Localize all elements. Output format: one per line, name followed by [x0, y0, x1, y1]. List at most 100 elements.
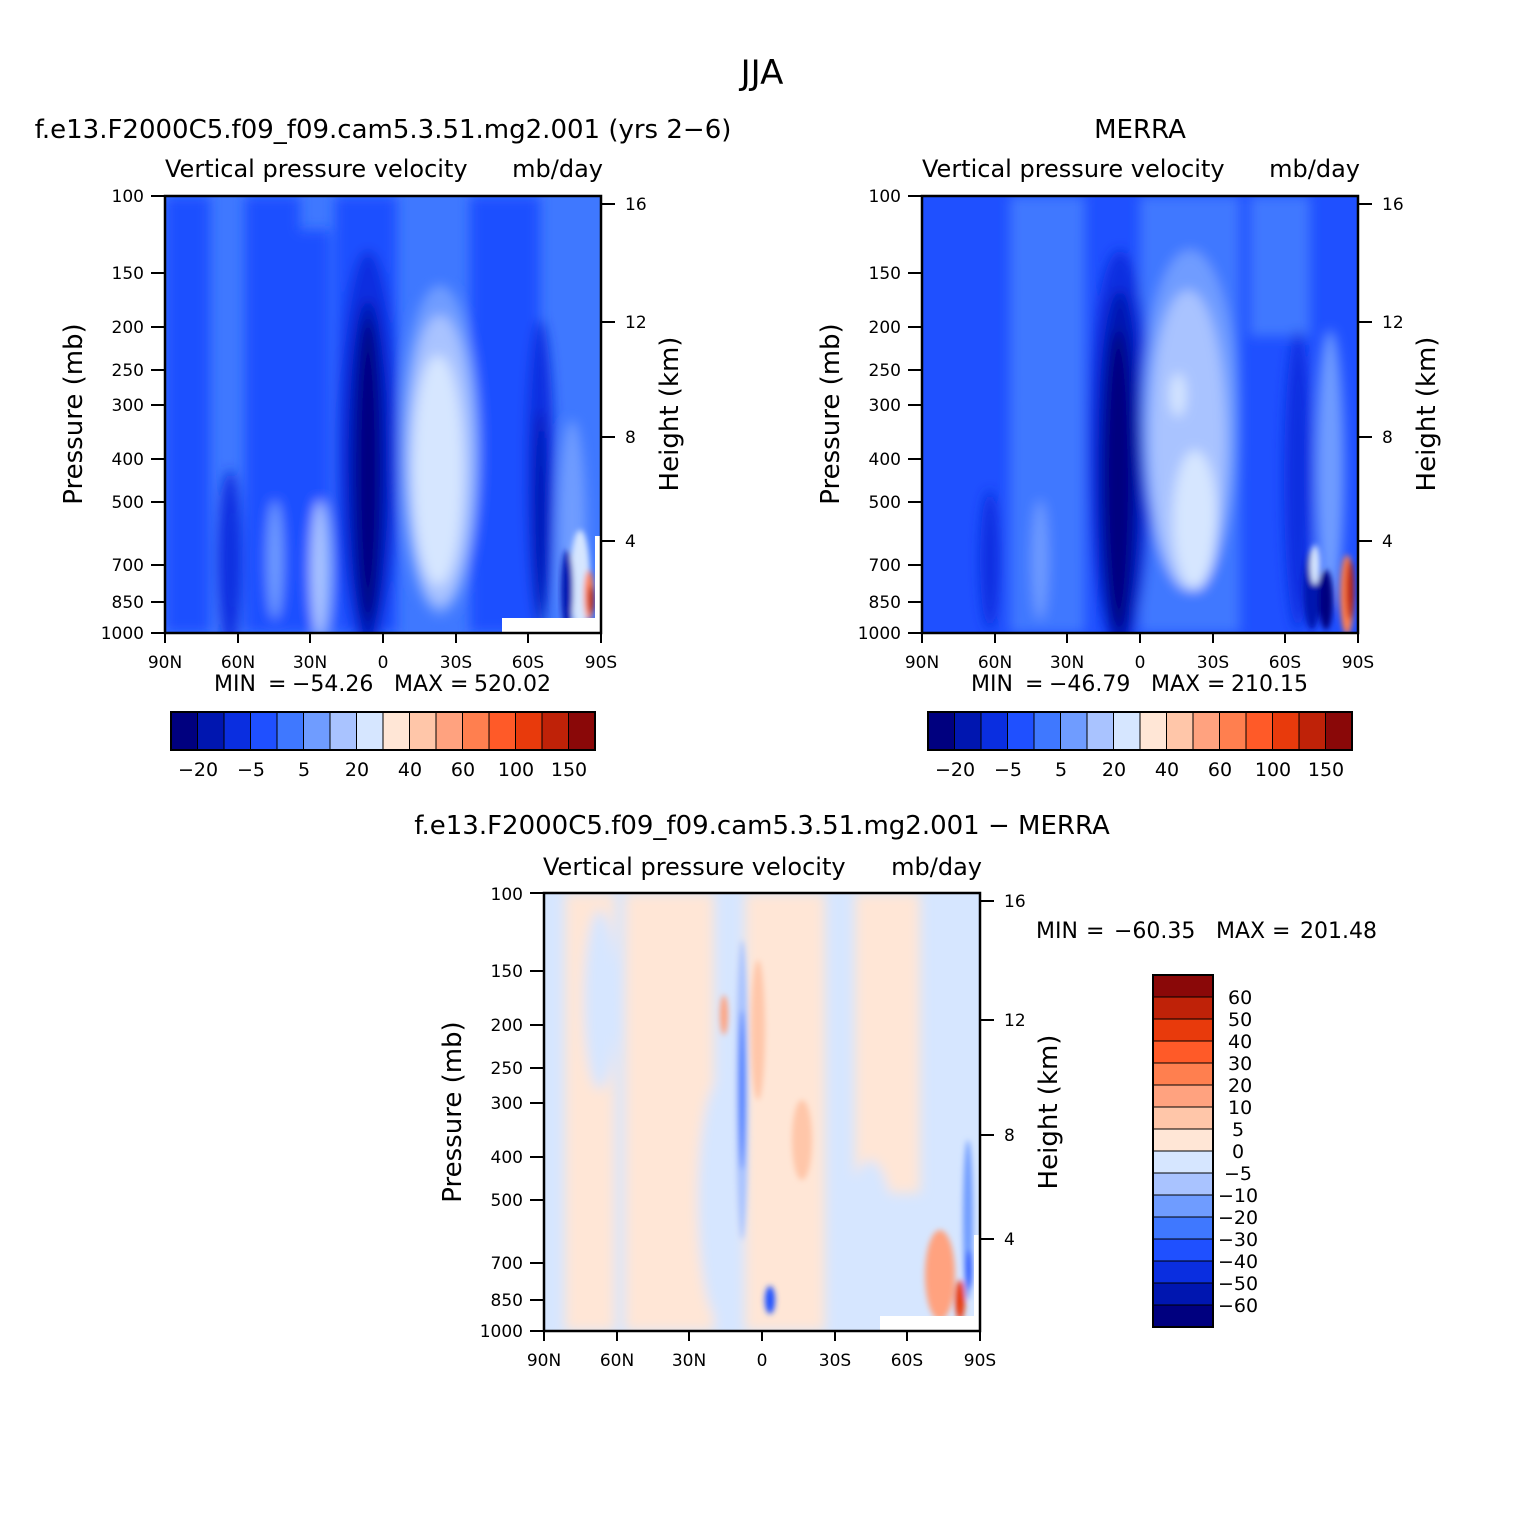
- colorbar-swatch: [1007, 711, 1035, 751]
- x-tick-label: 90S: [964, 1351, 996, 1371]
- max-equals: =: [450, 672, 468, 697]
- heatmap-field: [922, 196, 1358, 633]
- colorbar-swatch: [1272, 711, 1300, 751]
- colorbar-label: 40: [398, 759, 422, 781]
- panel-merra: MERRA Vertical pressure velocity mb/day: [816, 115, 1442, 781]
- y-tick-label: 100: [869, 187, 901, 207]
- max-label: MAX: [1151, 672, 1200, 697]
- colorbar-swatch: [329, 711, 357, 751]
- y-axis: 100 150 200 250 300 400 500 700 850 1000…: [59, 187, 165, 644]
- min-equals: =: [1025, 672, 1043, 697]
- colorbar-swatch: [1152, 1172, 1214, 1196]
- colorbar-frame: [170, 711, 596, 751]
- colorbar-swatch: [409, 711, 437, 751]
- field-missing-right-edge: [974, 1235, 980, 1331]
- field-nh-bulge: [1020, 200, 1080, 600]
- y-tick-label: 1000: [101, 624, 144, 644]
- colorbar-swatch: [568, 711, 596, 751]
- y-tick-label: 700: [869, 556, 901, 576]
- x-tick-label: 30S: [819, 1351, 851, 1371]
- x-tick-label: 90S: [585, 653, 617, 673]
- figure-title: JJA: [739, 53, 784, 93]
- y-tick-label: 100: [112, 187, 144, 207]
- field-band-sh-upper: [1250, 196, 1310, 336]
- y-tick-label: 200: [869, 318, 901, 338]
- colorbar-swatch: [250, 711, 278, 751]
- y-tick-label: 150: [112, 264, 144, 284]
- stats-readout: MIN = −60.35 MAX = 201.48: [1036, 919, 1377, 944]
- height-axis-label: Height (km): [655, 337, 685, 492]
- height-tick-label: 8: [1004, 1126, 1015, 1146]
- colorbar-label: −20: [935, 759, 975, 781]
- field-antarctic-hot: [588, 586, 594, 614]
- colorbar-swatch: [223, 711, 251, 751]
- y-tick-label: 150: [869, 264, 901, 284]
- colorbar-swatch: [1113, 711, 1141, 751]
- colorbar-swatch: [197, 711, 225, 751]
- colorbar-swatch: [1152, 1260, 1214, 1284]
- field-antarctic-positive-core: [955, 1280, 965, 1320]
- y-tick-label: 300: [491, 1094, 523, 1114]
- y-tick-label: 1000: [858, 624, 901, 644]
- colorbar-frame: [1152, 974, 1214, 1328]
- max-value: 201.48: [1300, 919, 1377, 944]
- y-tick-label: 700: [491, 1254, 523, 1274]
- x-tick-label: 60S: [1269, 653, 1301, 673]
- colorbar-label: 50: [1228, 1009, 1252, 1031]
- height-tick-label: 4: [1004, 1230, 1015, 1250]
- height-tick-label: 8: [1382, 428, 1393, 448]
- y-tick-label: 850: [112, 593, 144, 613]
- colorbar-swatch: [541, 711, 569, 751]
- y-tick-label: 700: [112, 556, 144, 576]
- height-tick-label: 12: [625, 313, 647, 333]
- colorbar-label: −30: [1218, 1229, 1258, 1251]
- colorbar-swatch: [1219, 711, 1247, 751]
- y-tick-label: 200: [112, 318, 144, 338]
- colorbar-swatch: [1152, 974, 1214, 998]
- field-antarctic-hot: [1346, 560, 1354, 620]
- colorbar-label: 5: [1055, 759, 1067, 781]
- height-tick-label: 4: [625, 532, 636, 552]
- x-tick-label: 0: [378, 653, 389, 673]
- height-axis: 16 12 8 4 Height (km): [1358, 195, 1442, 552]
- colorbar-label: 10: [1228, 1097, 1252, 1119]
- colorbar: −20 −5 5 20 40 60 100 150: [170, 711, 596, 781]
- panel-subtitle-variable: Vertical pressure velocity: [543, 853, 846, 881]
- colorbar-swatch: [1325, 711, 1353, 751]
- panel-subtitle-units: mb/day: [1269, 155, 1360, 183]
- max-equals: =: [1207, 672, 1225, 697]
- colorbar-label: 30: [1228, 1053, 1252, 1075]
- colorbar-swatch: [1152, 1106, 1214, 1130]
- x-tick-label: 30N: [672, 1351, 706, 1371]
- y-tick-label: 400: [869, 450, 901, 470]
- heatmap-field: [165, 196, 601, 633]
- colorbar-label: 100: [498, 759, 534, 781]
- colorbar-swatch: [1192, 711, 1220, 751]
- stats-readout: MIN = −54.26 MAX = 520.02: [214, 672, 551, 697]
- colorbar-label: 20: [1228, 1075, 1252, 1097]
- y-tick-label: 300: [112, 396, 144, 416]
- colorbar-label: 150: [551, 759, 587, 781]
- field-band-positive-2: [625, 893, 675, 1331]
- heatmap-field: [544, 893, 980, 1331]
- min-value: −54.26: [292, 672, 373, 697]
- y-axis: 100 150 200 250 300 400 500 700 850 1000…: [816, 187, 922, 644]
- stats-readout: MIN = −46.79 MAX = 210.15: [971, 672, 1308, 697]
- field-low-negative: [765, 1286, 775, 1314]
- field-subsidence-upper: [1170, 373, 1186, 417]
- field-negative-patch-2: [698, 1080, 742, 1320]
- field-subsidence-core: [1173, 450, 1217, 590]
- colorbar-label: −5: [1224, 1163, 1252, 1185]
- max-value: 210.15: [1231, 672, 1308, 697]
- field-antarctic-dark: [561, 550, 573, 630]
- colorbar-label: 5: [298, 759, 310, 781]
- x-tick-label: 90N: [148, 653, 182, 673]
- x-tick-label: 60S: [512, 653, 544, 673]
- colorbar-swatch: [435, 711, 463, 751]
- y-tick-label: 500: [112, 493, 144, 513]
- min-value: −60.35: [1114, 919, 1195, 944]
- height-axis-label: Height (km): [1034, 1035, 1064, 1190]
- panel-subtitle-variable: Vertical pressure velocity: [922, 155, 1225, 183]
- height-tick-label: 12: [1004, 1011, 1026, 1031]
- height-tick-label: 16: [1004, 892, 1026, 912]
